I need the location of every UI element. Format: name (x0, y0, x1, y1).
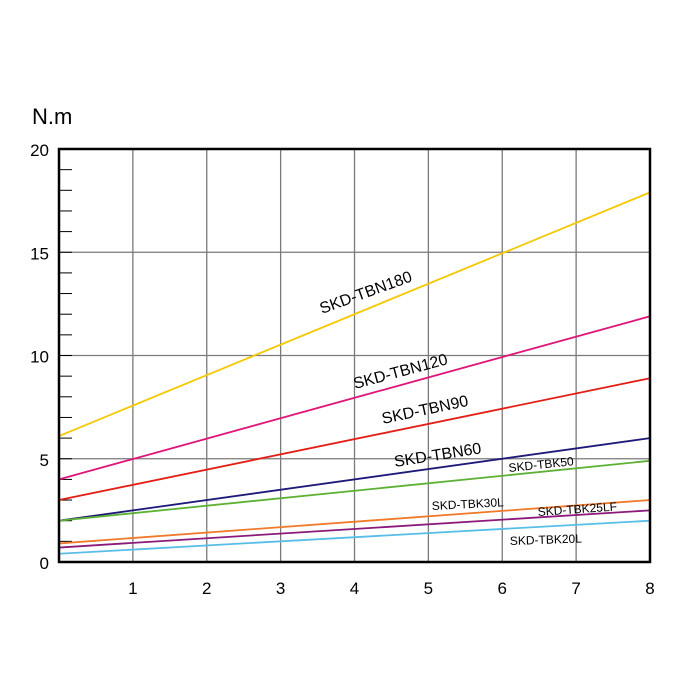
y-tick-label: 0 (40, 554, 49, 573)
x-tick-label: 3 (276, 579, 285, 598)
series-label-skd-tbk25lf: SKD-TBK25LF (537, 499, 617, 519)
series-label-skd-tbn120: SKD-TBN120 (352, 351, 450, 393)
x-tick-label: 5 (424, 579, 433, 598)
series-label-skd-tbk30l: SKD-TBK30L (431, 495, 504, 513)
series-label-skd-tbn90: SKD-TBN90 (380, 393, 470, 428)
x-tick-label: 1 (128, 579, 137, 598)
y-axis-unit-label: N.m (32, 104, 72, 129)
plot-frame (57, 147, 652, 564)
series-line-skd-tbn90 (58, 377, 651, 501)
y-minor-ticks (59, 169, 72, 542)
series-line-skd-tbk30l (58, 509, 651, 549)
y-tick-label: 15 (30, 244, 49, 263)
y-tick-label: 10 (30, 348, 49, 367)
series-label-skd-tbk50: SKD-TBK50 (508, 454, 575, 475)
series-line-skd-tbk20l (58, 519, 651, 555)
series-line-skd-tbn180 (58, 191, 651, 437)
series-line-skd-tbk50 (58, 459, 651, 522)
series-label-skd-tbk20l: SKD-TBK20L (510, 531, 583, 548)
x-tick-label: 8 (645, 579, 654, 598)
x-tick-labels: 1 2 3 4 5 6 7 8 (128, 579, 655, 598)
series-line-skd-tbk25lf (58, 499, 651, 545)
x-tick-label: 7 (571, 579, 580, 598)
y-tick-labels: 0 5 10 15 20 (30, 141, 49, 573)
y-tick-label: 5 (40, 451, 49, 470)
series-lines (58, 191, 651, 555)
y-tick-label: 20 (30, 141, 49, 160)
series-line-skd-tbn120 (58, 315, 651, 481)
grid (59, 149, 650, 562)
x-tick-label: 6 (498, 579, 507, 598)
x-tick-label: 4 (350, 579, 359, 598)
series-line-skd-tbn60 (58, 437, 651, 522)
x-tick-label: 2 (202, 579, 211, 598)
series-label-skd-tbn60: SKD-TBN60 (393, 440, 483, 471)
